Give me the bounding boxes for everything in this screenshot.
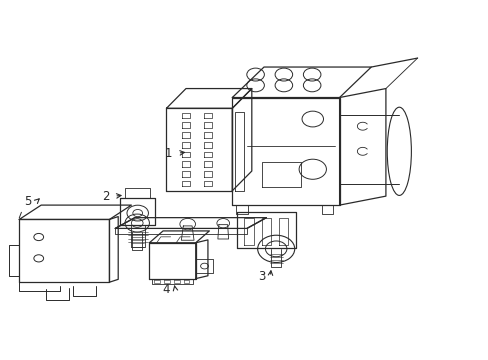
Text: 5: 5 (24, 195, 31, 208)
Text: 4: 4 (163, 283, 170, 296)
Text: 3: 3 (257, 270, 264, 283)
Text: 2: 2 (102, 190, 109, 203)
Text: 1: 1 (165, 147, 172, 159)
